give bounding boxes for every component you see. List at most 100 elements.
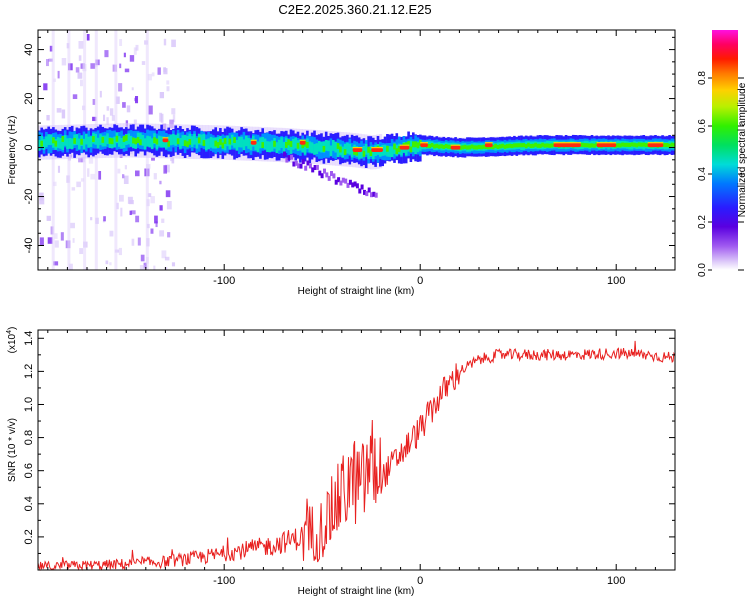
spectrogram-speckle xyxy=(148,105,153,115)
spectrogram-ridge xyxy=(670,142,674,147)
spectrogram-ridge xyxy=(350,146,354,158)
spectrogram-speckle xyxy=(165,190,171,198)
spectrogram-ridge xyxy=(183,140,187,147)
spectrogram-ridge xyxy=(583,143,587,148)
spectrogram-ridge xyxy=(546,143,549,148)
spectrogram-hotspot xyxy=(352,148,363,152)
spectrogram-speckle xyxy=(122,102,126,108)
spectrogram-ridge xyxy=(228,138,232,145)
spectrogram-speckle xyxy=(92,116,97,122)
spectrogram-ridge xyxy=(630,142,634,147)
spectrogram-ridge xyxy=(193,133,196,145)
spectrogram-tail xyxy=(287,155,291,161)
spectrogram-ridge xyxy=(287,139,290,146)
spectrogram-xtick-label: 100 xyxy=(607,275,625,287)
spectrogram-ridge xyxy=(61,136,65,142)
spectrogram-ridge xyxy=(491,145,495,150)
spectrogram-speckle xyxy=(106,117,109,126)
spectrogram-speckle xyxy=(124,68,130,73)
spectrogram-speckle xyxy=(109,262,112,266)
spectrogram-tail xyxy=(325,172,329,178)
spectrogram-tail xyxy=(294,160,298,166)
spectrogram-ridge xyxy=(118,136,121,147)
spectrogram-ridge xyxy=(52,137,55,144)
spectrogram-ridge xyxy=(146,135,149,147)
spectrogram-ridge xyxy=(270,140,274,152)
spectrogram-ridge xyxy=(66,138,69,150)
spectrogram-ridge xyxy=(475,145,479,150)
spectrogram-ridge xyxy=(292,138,295,150)
spectrogram-speckle xyxy=(159,112,163,122)
spectrogram-speckle xyxy=(126,105,131,113)
snr-ytick-label: 1.0 xyxy=(23,397,35,412)
spectrogram-speckle xyxy=(159,230,165,237)
spectrogram-ridge xyxy=(125,134,128,141)
spectrogram-ridge xyxy=(517,143,521,148)
spectrogram-speckle xyxy=(70,222,75,229)
spectrogram-ridge xyxy=(207,138,210,150)
spectrogram-speckle xyxy=(172,114,176,123)
snr-xlabel: Height of straight line (km) xyxy=(298,586,415,597)
snr-ticks xyxy=(38,330,676,570)
spectrogram-heatmap xyxy=(38,30,675,270)
spectrogram-ridge xyxy=(85,133,88,145)
spectrogram-speckle xyxy=(46,115,50,121)
snr-xtick-label: 0 xyxy=(417,575,423,587)
spectrogram-speckle xyxy=(135,96,139,104)
spectrogram-ridge xyxy=(106,133,109,145)
spectrogram-hotspot xyxy=(352,147,363,149)
spectrogram-hotspot xyxy=(596,143,617,148)
spectrogram-tail xyxy=(360,184,364,190)
spectrogram-speckle xyxy=(140,254,145,262)
spectrogram-speckle xyxy=(111,115,115,121)
spectrogram-speckle xyxy=(98,171,102,180)
snr-ytick-label: 0.6 xyxy=(23,463,35,478)
spectrogram-ridge xyxy=(122,137,126,148)
spectrogram-ridge xyxy=(179,138,182,149)
spectrogram-ridge xyxy=(209,136,213,148)
spectrogram-ridge xyxy=(103,135,107,147)
spectrogram-ridge xyxy=(360,147,363,159)
spectrogram-tail xyxy=(297,163,301,169)
spectrogram-ridge xyxy=(75,134,79,145)
spectrogram-ridge xyxy=(372,148,375,159)
spectrogram-speckle xyxy=(90,173,96,180)
spectrogram-ridge xyxy=(68,138,72,149)
colorbar-tick-label: 0.0 xyxy=(697,263,708,277)
spectrogram-ridge xyxy=(70,138,74,150)
spectrogram-speckle xyxy=(117,168,121,174)
spectrogram-ridge xyxy=(256,141,260,153)
spectrogram-ridge xyxy=(188,139,192,145)
spectrogram-speckle xyxy=(139,265,145,270)
spectrogram-frame xyxy=(37,29,676,271)
spectrogram-ridge xyxy=(63,135,67,146)
spectrogram-ridge xyxy=(226,135,229,147)
spectrogram-speckle xyxy=(164,256,170,261)
spectrogram-ridge xyxy=(249,139,253,151)
spectrogram-ridge xyxy=(42,139,46,150)
spectrogram-speckle xyxy=(106,106,110,111)
spectrogram-ridge xyxy=(593,143,596,148)
spectrogram-hotspot xyxy=(596,142,617,144)
spectrogram-speckle xyxy=(123,52,126,58)
spectrogram-ridge xyxy=(332,140,335,151)
spectrogram-speckle xyxy=(135,44,139,51)
spectrogram-ridge xyxy=(588,143,591,148)
spectrogram-ridge xyxy=(416,142,420,149)
spectrogram-speckle xyxy=(147,73,152,81)
spectrogram-hotspot xyxy=(420,142,428,144)
spectrogram-speckle xyxy=(57,165,61,173)
spectrogram-ridge xyxy=(623,142,627,147)
spectrogram-tail xyxy=(301,159,305,165)
snr-frame xyxy=(37,329,676,571)
spectrogram-speckle xyxy=(166,201,172,210)
spectrogram-ridge xyxy=(122,136,126,142)
spectrogram-tail xyxy=(311,167,315,173)
spectrogram-ytick-label: -40 xyxy=(23,238,35,254)
spectrogram-speckle xyxy=(90,217,93,221)
spectrogram-speckle xyxy=(61,58,67,66)
spectrogram-ridge xyxy=(49,134,53,146)
spectrogram-ridge xyxy=(139,133,142,144)
spectrogram-ridge xyxy=(400,144,403,156)
spectrogram-ridge xyxy=(212,137,215,149)
